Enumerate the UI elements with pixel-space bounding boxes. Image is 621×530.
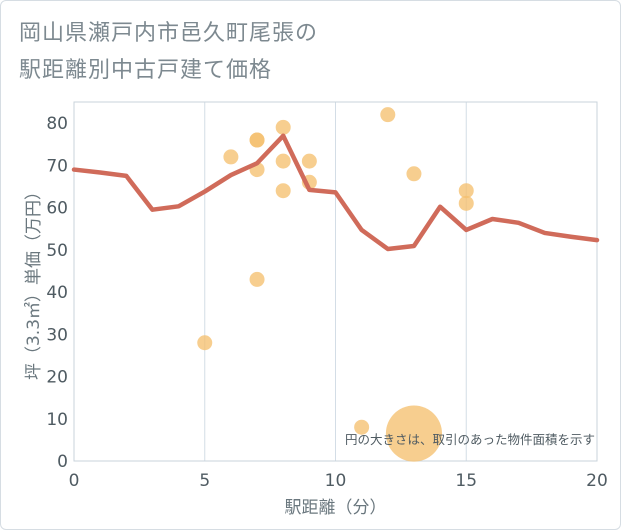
trend-line-series (71, 133, 600, 252)
scatter-point (223, 149, 239, 165)
scatter-point (249, 271, 265, 287)
scatter-point (458, 195, 474, 211)
grid-lines (204, 102, 467, 461)
trend-line (71, 133, 600, 252)
scatter-point (197, 335, 213, 351)
chart-title: 岡山県瀬戸内市邑久町尾張の 駅距離別中古戸建て価格 (19, 15, 318, 89)
x-tick-label: 10 (325, 471, 347, 491)
scatter-point (275, 153, 291, 169)
chart-title-line-2: 駅距離別中古戸建て価格 (19, 58, 273, 83)
x-axis-label: 駅距離（分） (285, 498, 387, 518)
y-tick-label: 20 (46, 368, 68, 388)
scatter-point (301, 153, 317, 169)
scatter-point (458, 183, 474, 199)
y-tick-label: 80 (46, 114, 68, 134)
scatter-point (354, 419, 370, 435)
chart-title-line-1: 岡山県瀬戸内市邑久町尾張の (19, 21, 319, 46)
y-tick-label: 60 (46, 199, 68, 219)
scatter-point (385, 405, 443, 462)
y-tick-label: 40 (46, 283, 68, 303)
axis-ticks: 0 5 10 15 20 0 10 20 30 40 50 60 70 80 (46, 114, 607, 491)
y-axis-label: 坪（3.3㎡）単価（万円） (24, 183, 44, 380)
scatter-point (380, 107, 396, 123)
plot-area-border (73, 101, 598, 462)
y-tick-label: 30 (46, 325, 68, 345)
scatter-point (275, 183, 291, 199)
y-tick-label: 10 (46, 410, 68, 430)
y-tick-label: 70 (46, 156, 68, 176)
y-tick-label: 0 (57, 452, 68, 472)
y-tick-label: 50 (46, 241, 68, 261)
scatter-point (406, 166, 422, 182)
x-tick-label: 0 (69, 471, 80, 491)
bubble-series (197, 107, 474, 462)
scatter-point (275, 119, 291, 135)
x-tick-label: 20 (586, 471, 608, 491)
bubble-size-note: 円の大きさは、取引のあった物件面積を示す (345, 432, 595, 447)
x-tick-label: 15 (455, 471, 477, 491)
x-tick-label: 5 (199, 471, 210, 491)
scatter-point (249, 132, 265, 148)
